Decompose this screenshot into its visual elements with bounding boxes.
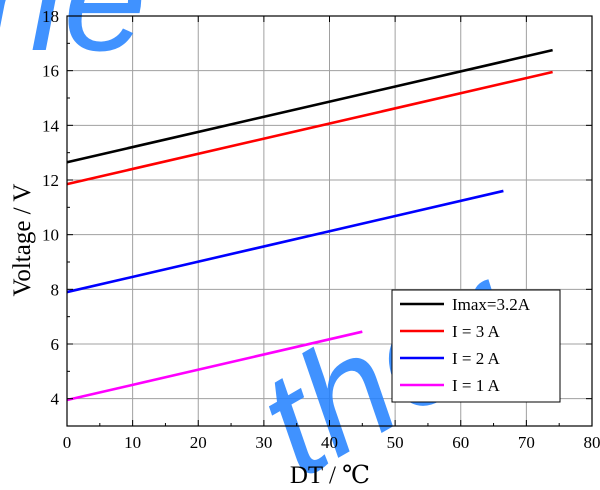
- y-tick-label: 16: [42, 62, 59, 81]
- series-line-0: [66, 48, 553, 164]
- y-axis-title: Voltage / V: [9, 184, 36, 297]
- tick-labels: 0 10 20 30 40 50 60 70 80 4 6 8 10 12 14 16 18: [42, 7, 600, 452]
- legend-box: [391, 289, 561, 403]
- series-lines: [66, 48, 553, 402]
- x-tick-label: 80: [584, 433, 600, 452]
- y-tick-label: 4: [51, 390, 60, 409]
- x-axis-title: DT / ℃: [290, 462, 370, 489]
- grid: [67, 16, 592, 426]
- x-tick-label: 20: [190, 433, 207, 452]
- legend-label-3: I = 1 A: [452, 376, 501, 395]
- axis-ticks: [66, 15, 593, 426]
- x-tick-label: 60: [452, 433, 469, 452]
- x-tick-label: 40: [321, 433, 338, 452]
- x-tick-label: 10: [124, 433, 141, 452]
- series-line-1: [66, 70, 553, 186]
- x-tick-label: 30: [255, 433, 272, 452]
- x-tick-label: 0: [63, 433, 72, 452]
- legend-label-1: I = 3 A: [452, 322, 501, 341]
- legend-label-2: I = 2 A: [452, 349, 501, 368]
- y-tick-label: 18: [42, 7, 59, 26]
- x-tick-label: 70: [518, 433, 535, 452]
- legend: Imax=3.2A I = 3 A I = 2 A I = 1 A: [391, 289, 561, 403]
- series-line-2: [66, 189, 504, 294]
- y-tick-label: 14: [42, 116, 60, 135]
- x-tick-label: 50: [387, 433, 404, 452]
- y-tick-label: 8: [51, 280, 60, 299]
- y-tick-label: 6: [51, 335, 60, 354]
- legend-label-0: Imax=3.2A: [452, 295, 531, 314]
- y-tick-label: 10: [42, 226, 59, 245]
- y-tick-label: 12: [42, 171, 59, 190]
- series-line-3: [66, 330, 363, 402]
- watermark-text-top-left: ne: [0, 0, 147, 82]
